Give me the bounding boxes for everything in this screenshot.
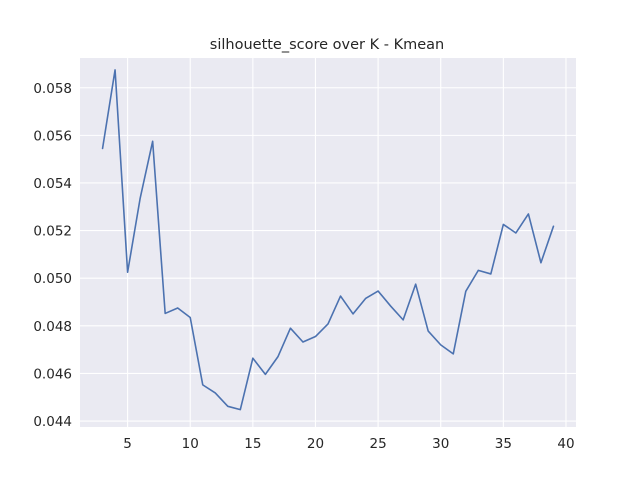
y-tick-label: 0.056 (33, 128, 72, 144)
plot-area (80, 58, 576, 427)
series-layer (101, 69, 555, 411)
series-line (101, 69, 555, 411)
chart-title: silhouette_score over K - Kmean (210, 37, 444, 53)
y-axis-ticks: 0.044 0.046 0.048 0.050 0.052 0.054 0.056 0.058 (33, 81, 72, 430)
y-tick-label: 0.052 (33, 224, 72, 240)
x-tick-label: 30 (432, 436, 449, 452)
y-tick-label: 0.050 (33, 271, 72, 287)
x-axis-ticks: 5 10 15 20 25 30 35 40 (123, 436, 574, 452)
y-tick-label: 0.058 (33, 81, 72, 97)
y-tick-label: 0.048 (33, 319, 72, 335)
y-tick-label: 0.046 (33, 366, 72, 382)
x-tick-label: 20 (307, 436, 324, 452)
x-tick-label: 15 (244, 436, 261, 452)
x-tick-label: 25 (370, 436, 387, 452)
x-tick-label: 40 (557, 436, 574, 452)
y-tick-label: 0.044 (33, 414, 72, 430)
x-tick-label: 35 (495, 436, 512, 452)
x-tick-label: 5 (123, 436, 132, 452)
x-tick-label: 10 (182, 436, 199, 452)
y-tick-label: 0.054 (33, 176, 72, 192)
